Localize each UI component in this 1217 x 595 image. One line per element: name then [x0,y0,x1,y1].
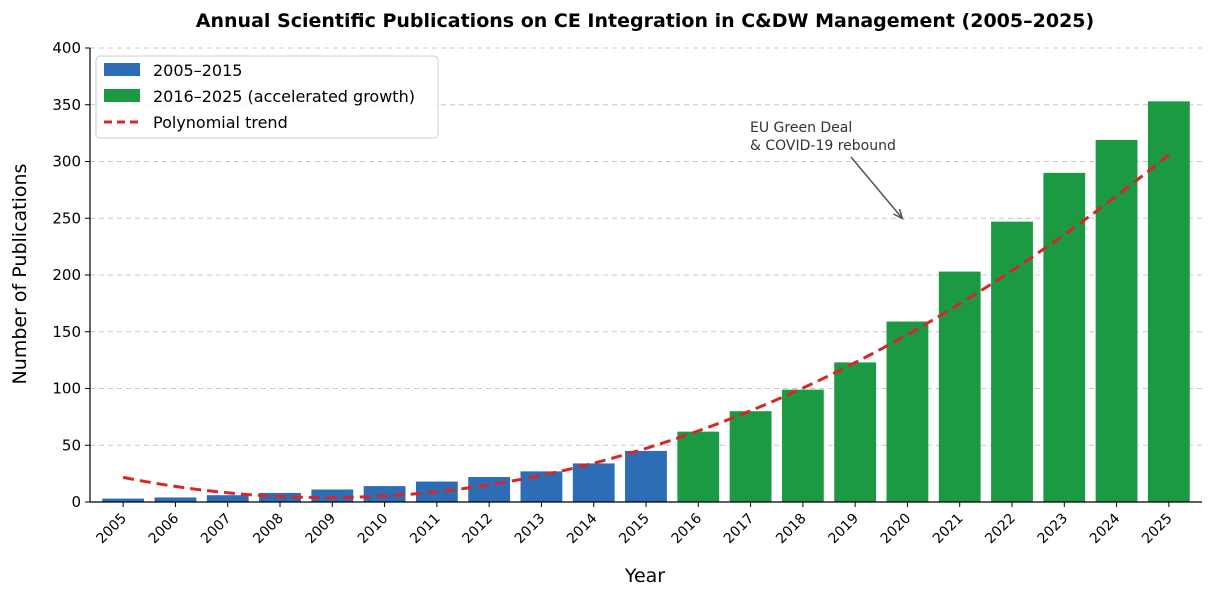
bar-2018 [781,389,824,502]
x-tick-label-2007: 2007 [198,511,235,548]
bar-2007 [206,495,249,502]
annotation: EU Green Deal & COVID-19 rebound [750,120,904,220]
legend-label-trend: Polynomial trend [153,113,288,132]
bar-2009 [311,489,354,502]
x-tick-label-2013: 2013 [512,511,549,548]
legend-swatch-2016-2025 [104,89,140,102]
x-tick-label-2010: 2010 [355,511,392,548]
bar-2010 [363,486,406,502]
bar-2013 [520,471,563,502]
x-tick-label-2017: 2017 [721,511,758,548]
bar-2014 [572,463,615,502]
trend-line [122,153,1170,500]
bars [102,101,1190,502]
legend-label-2016-2025: 2016–2025 (accelerated growth) [153,87,415,106]
x-tick-label-2014: 2014 [564,510,601,547]
bar-2016 [677,431,720,502]
bar-2005 [102,498,145,502]
x-tick-label-2006: 2006 [146,510,183,547]
legend-label-2005-2015: 2005–2015 [153,61,242,80]
chart-title: Annual Scientific Publications on CE Int… [196,10,1094,32]
y-tick-label-0: 0 [71,493,81,511]
y-tick-label-200: 200 [52,266,81,284]
y-tick-label-250: 250 [52,209,81,227]
y-tick-label-100: 100 [52,380,81,398]
x-axis-label: Year [624,565,665,587]
annotation-line-2: & COVID-19 rebound [750,138,896,154]
y-tick-label-300: 300 [52,153,81,171]
x-tick-label-2023: 2023 [1035,511,1072,548]
bar-2017 [729,411,772,502]
y-tick-label-150: 150 [52,323,81,341]
bar-2015 [625,450,667,502]
bar-2025 [1147,101,1190,502]
bar-2021 [938,271,981,502]
x-tick-label-2018: 2018 [773,511,810,548]
x-tick-label-2022: 2022 [982,511,1019,548]
x-tick-label-2021: 2021 [930,511,967,548]
x-tick-label-2020: 2020 [878,511,915,548]
x-tick-label-2015: 2015 [616,511,653,548]
x-tick-label-2025: 2025 [1139,511,1176,548]
bar-2022 [991,221,1033,502]
y-axis-label: Number of Publications [9,164,31,385]
x-tick-label-2008: 2008 [250,511,287,548]
x-tick-label-2005: 2005 [93,511,130,548]
y-tick-label-400: 400 [52,39,81,57]
annotation-arrow [850,156,904,220]
x-ticks: 2005 2006 2007 2008 2009 2010 2011 2012 2013 2014… [93,502,1176,548]
legend-box [95,55,439,139]
y-tick-label-50: 50 [62,436,81,454]
bar-2012 [468,477,511,502]
bar-2023 [1043,172,1086,502]
legend: 2005–2015 2016–2025 (accelerated growth)… [95,55,439,139]
x-tick-label-2012: 2012 [459,511,496,548]
y-ticks: 0 50 100 150 200 250 300 350 400 [52,39,90,511]
trend-layer [122,153,1170,500]
bar-2020 [886,321,929,502]
legend-swatch-2005-2015 [104,63,140,76]
x-tick-label-2024: 2024 [1087,510,1124,547]
annotation-arrowhead [893,208,904,220]
annotation-line-1: EU Green Deal [750,120,852,136]
bar-2006 [154,497,197,502]
x-tick-label-2011: 2011 [407,511,444,548]
x-tick-label-2019: 2019 [825,511,862,548]
x-tick-label-2016: 2016 [669,510,706,547]
x-tick-label-2009: 2009 [303,511,340,548]
bar-2024 [1095,139,1138,502]
y-tick-label-350: 350 [52,96,81,114]
bar-2019 [834,362,877,502]
